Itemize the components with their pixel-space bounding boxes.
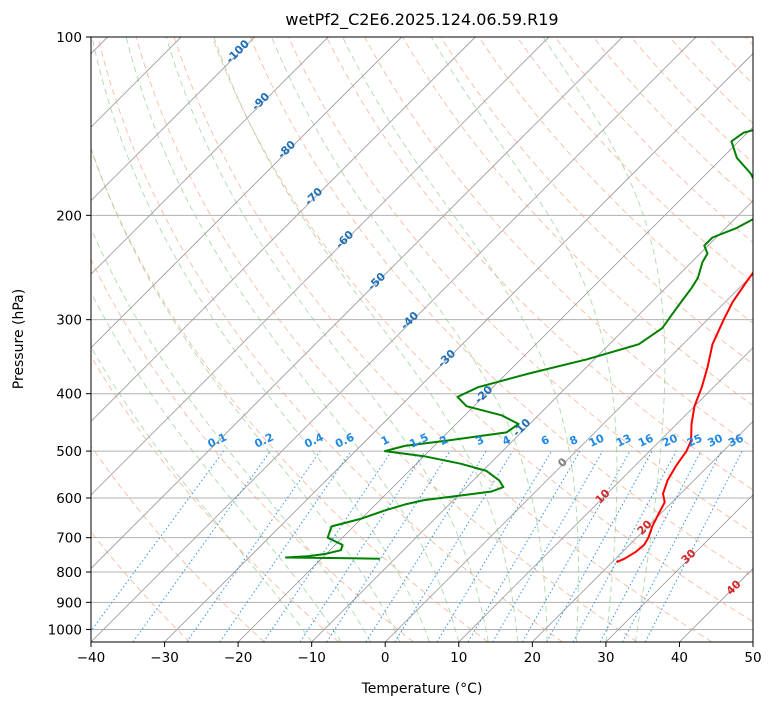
- chart-title: wetPf2_C2E6.2025.124.06.59.R19: [285, 10, 558, 30]
- dry-adiabat: [91, 258, 414, 642]
- mixing-ratio-line: [467, 450, 581, 642]
- dry-adiabat: [91, 445, 265, 642]
- x-axis-label: Temperature (°C): [361, 681, 483, 697]
- moist-adiabat: [430, 37, 618, 642]
- mixing-ratio-line: [326, 450, 451, 642]
- isotherm: [605, 494, 753, 642]
- mixing-ratio-line: [572, 450, 677, 642]
- isotherm: [91, 37, 697, 642]
- y-tick-label: 100: [56, 30, 82, 46]
- mixing-ratio-label: 13: [614, 432, 633, 450]
- mixing-ratio-label: 36: [726, 431, 746, 449]
- plot-frame: [90, 36, 754, 643]
- x-tick-label: 30: [597, 650, 614, 666]
- mixing-ratio-label: 20: [660, 431, 680, 449]
- x-tick-label: 10: [450, 650, 467, 666]
- dry-adiabat: [211, 37, 753, 623]
- dry-adiabat: [135, 37, 638, 642]
- moist-adiabat: [91, 291, 342, 642]
- moist-adiabat: [165, 37, 489, 642]
- x-tick-label: 0: [381, 650, 390, 666]
- isotherm: [237, 126, 753, 642]
- x-tick-label: 50: [744, 650, 761, 666]
- mixing-ratio-line: [365, 450, 487, 642]
- mixing-ratio-line: [219, 450, 352, 642]
- isotherm: [91, 37, 476, 422]
- background-lines: [91, 37, 753, 642]
- x-tick-label: −10: [297, 650, 326, 666]
- x-tick-label: −40: [77, 650, 106, 666]
- dry-adiabat: [287, 37, 753, 534]
- mixing-ratio-label: 16: [636, 431, 656, 449]
- y-tick-label: 200: [56, 208, 82, 224]
- moist-adiabat: [542, 37, 666, 642]
- isotherm: [311, 200, 753, 642]
- isotherm: [384, 273, 753, 642]
- isotherm: [91, 37, 329, 275]
- y-tick-label: 300: [56, 313, 82, 329]
- moist-adiabat: [342, 37, 579, 642]
- isotherm: [91, 37, 623, 570]
- dewpoint-profile-line: [284, 129, 753, 560]
- isotherm: [91, 37, 550, 496]
- isotherm: [91, 37, 255, 202]
- y-tick-label: 500: [56, 444, 82, 460]
- moist-adiabat: [125, 37, 460, 642]
- dry-adiabat: [97, 37, 563, 642]
- dry-adiabat: [249, 37, 753, 578]
- y-tick-label: 600: [56, 491, 82, 507]
- y-axis-label: Pressure (hPa): [11, 289, 27, 389]
- isotherm: [532, 420, 753, 642]
- isotherm: [91, 37, 403, 349]
- x-tick-label: 20: [524, 650, 541, 666]
- x-tick-label: −20: [224, 650, 253, 666]
- profile-lines: [284, 129, 753, 564]
- dry-adiabat: [326, 37, 753, 491]
- dry-adiabat: [91, 355, 340, 642]
- y-tick-label: 1000: [48, 622, 82, 638]
- mixing-ratio-label: 30: [706, 431, 726, 449]
- dry-adiabat: [173, 37, 713, 642]
- temperature-profile-line: [616, 271, 753, 564]
- y-tick-label: 700: [56, 531, 82, 547]
- mixing-ratio-line: [522, 450, 631, 642]
- x-tick-label: 40: [671, 650, 688, 666]
- isotherm: [458, 347, 753, 642]
- isotherm: [164, 52, 753, 642]
- mixing-ratio-label: 25: [685, 432, 704, 450]
- moist-adiabat: [91, 227, 371, 642]
- x-tick-label: −30: [150, 650, 179, 666]
- mixing-ratio-line: [186, 450, 321, 642]
- moist-adiabat: [271, 37, 548, 642]
- mixing-ratio-line: [436, 450, 552, 642]
- axes: −40 −30 −20 −10 0 10 20 30 40 50 100 200 300 400 500 60…: [48, 30, 762, 666]
- mixing-ratio-line: [492, 450, 604, 642]
- moist-adiabat: [213, 37, 519, 642]
- moist-adiabat: [91, 37, 430, 642]
- y-tick-label: 900: [56, 595, 82, 611]
- y-tick-label: 800: [56, 565, 82, 581]
- mixing-ratio-line: [394, 450, 514, 642]
- y-tick-label: 400: [56, 387, 82, 403]
- mixing-ratio-label: 10: [587, 431, 607, 449]
- mixing-ratio-line: [546, 450, 653, 642]
